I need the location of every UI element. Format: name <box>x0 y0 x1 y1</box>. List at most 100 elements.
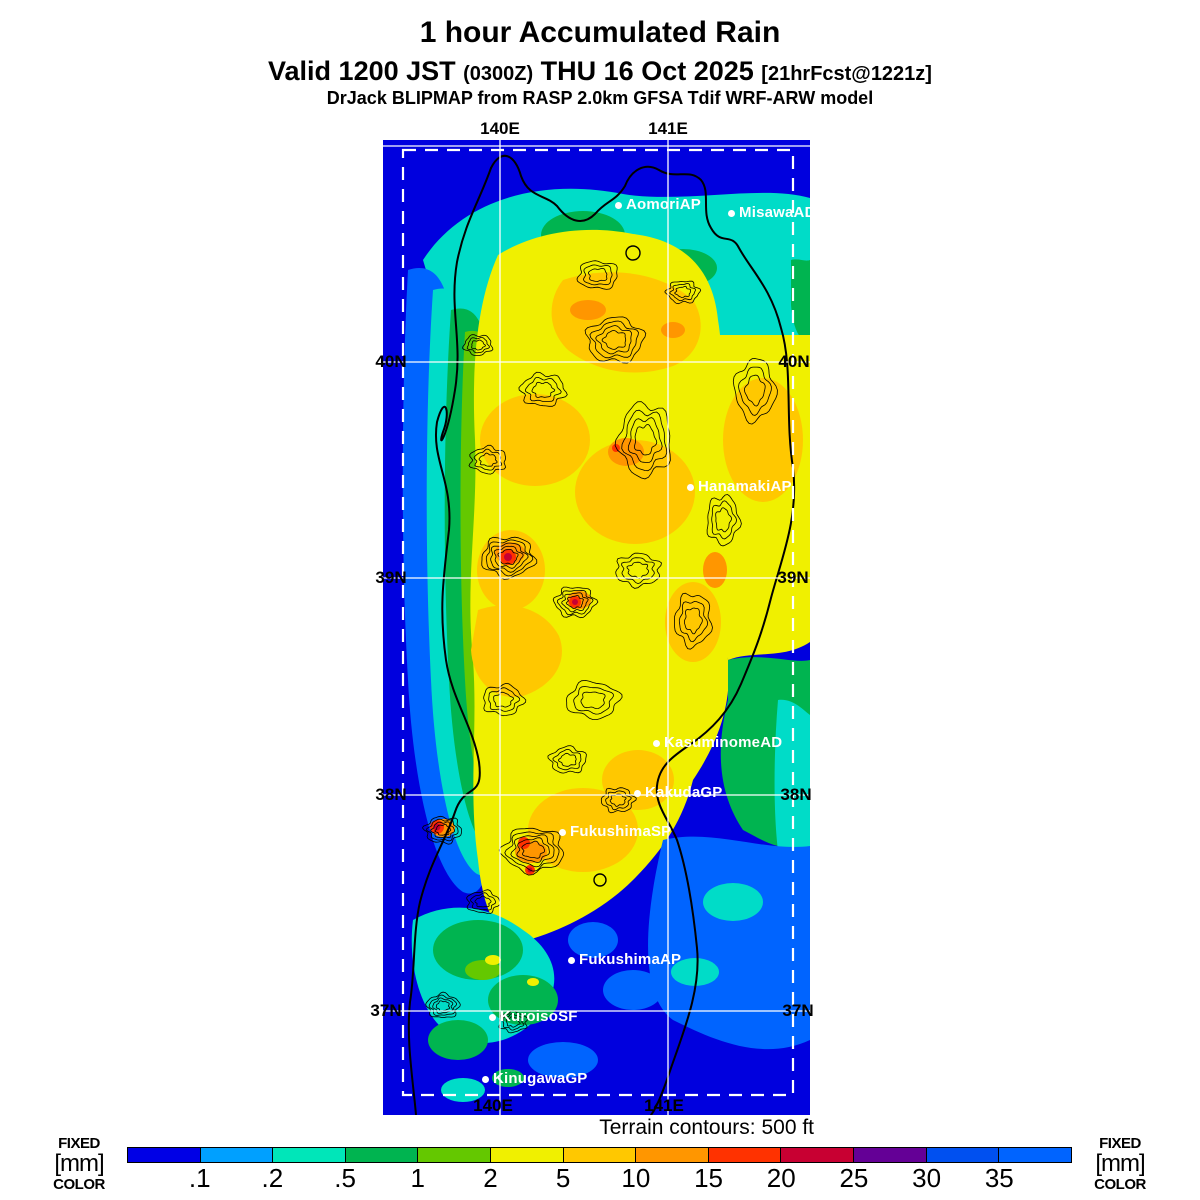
mm-label: [mm] <box>1095 1150 1145 1177</box>
terrain-contour-ring <box>743 374 766 407</box>
terrain-contour-ring <box>471 339 486 351</box>
grid-label-40n: 40N <box>375 352 407 371</box>
terrain-contour-ring <box>627 417 663 464</box>
colorbar-tick: .5 <box>334 1163 356 1193</box>
mm-label: [mm] <box>54 1150 104 1177</box>
terrain-contour-ring <box>466 337 490 354</box>
station-dot <box>634 790 641 797</box>
station-label: FukushimaSP <box>570 823 672 840</box>
station-dot <box>728 210 735 217</box>
colorbar-unit-right: FIXED [mm] COLOR <box>1094 1136 1146 1192</box>
station-dot <box>568 957 575 964</box>
terrain-contour-ring <box>678 600 709 643</box>
grid-label-38n: 38N <box>780 785 812 804</box>
valid-date: THU 16 Oct 2025 <box>533 56 762 86</box>
station-dot <box>687 484 694 491</box>
terrain-contour-ring <box>510 834 555 868</box>
station-label: KakudaGP <box>645 784 723 801</box>
colorbar-tick: 25 <box>839 1163 869 1193</box>
valid-prefix: Valid 1200 JST <box>268 56 464 86</box>
terrain-contour-ring <box>490 542 529 573</box>
graticule <box>383 140 810 1115</box>
terrain-contour-ring <box>502 1013 525 1031</box>
terrain-contour-ring <box>498 827 565 876</box>
grid-label-38n: 38N <box>375 785 407 804</box>
terrain-note: Terrain contours: 500 ft <box>599 1116 814 1139</box>
terrain-contour-ring <box>474 895 492 908</box>
terrain-contour-ring <box>434 823 452 836</box>
station-label: AomoriAP <box>626 196 701 213</box>
terrain-contour-ring <box>462 334 494 356</box>
colorbar-segment <box>200 1148 274 1162</box>
terrain-contour-ring <box>584 316 647 364</box>
colorbar-tick: 30 <box>912 1163 942 1193</box>
grid-label-37n: 37N <box>782 1001 814 1020</box>
terrain-contour-ring <box>493 545 524 569</box>
terrain-contour-ring <box>505 1016 521 1028</box>
terrain-contour-ring <box>426 818 459 842</box>
colorbar-segment <box>708 1148 782 1162</box>
grid-label-140e: 140E <box>480 119 520 138</box>
terrain-contour-ring <box>478 452 498 467</box>
colorbar-tick: 2 <box>483 1163 498 1193</box>
forecast-tag: [21hrFcst@1221z] <box>761 63 932 85</box>
grid-label-39n: 39N <box>777 568 809 587</box>
color-label: COLOR <box>53 1176 105 1193</box>
terrain-contour-ring <box>615 552 662 589</box>
station-dot <box>653 740 660 747</box>
colorbar-segment <box>781 1148 855 1162</box>
terrain-contour-ring <box>683 607 703 635</box>
colorbar-segment <box>345 1148 419 1162</box>
colorbar-segment <box>926 1148 1000 1162</box>
terrain-contour-ring <box>430 821 456 839</box>
colorbar-tick: .1 <box>188 1163 211 1193</box>
station-label: KinugawaGP <box>493 1070 588 1087</box>
terrain-contour-ring <box>561 592 589 613</box>
station-label: KuroisoSF <box>500 1008 578 1025</box>
terrain-contour-ring <box>488 687 521 712</box>
terrain-contour-ring <box>485 539 534 577</box>
terrain-contour-ring <box>516 837 550 863</box>
terrain-contour-ring <box>621 557 655 585</box>
terrain-contour-ring <box>435 1000 451 1012</box>
terrain-contour-ring <box>634 423 658 456</box>
fixed-label: FIXED <box>1099 1135 1141 1152</box>
colorbar-segment <box>563 1148 637 1162</box>
station-label: KasuminomeAD <box>664 734 783 751</box>
colorbar-segment <box>854 1148 927 1162</box>
colorbar-tick: 5 <box>555 1163 571 1193</box>
terrain-contour-ring <box>669 283 697 302</box>
terrain-contour-ring <box>738 366 772 416</box>
terrain-contour-ring <box>470 892 497 911</box>
station-label: MisawaAD <box>739 204 816 221</box>
valid-time-line: Valid 1200 JST (0300Z) THU 16 Oct 2025 [… <box>0 56 1200 87</box>
grid-label-141e: 141E <box>644 1096 684 1115</box>
colorbar-unit-left: FIXED [mm] COLOR <box>53 1136 105 1192</box>
coastline <box>407 154 796 1115</box>
terrain-contour-ring <box>557 752 577 767</box>
terrain-contour-ring <box>521 840 546 859</box>
model-line: DrJack BLIPMAP from RASP 2.0km GFSA Tdif… <box>326 88 874 108</box>
terrain-contour-ring <box>673 592 713 650</box>
station-dot <box>489 1014 496 1021</box>
grid-label-141e: 141E <box>648 119 688 138</box>
terrain-contour-ring <box>664 280 702 305</box>
terrain-contour-ring <box>552 586 599 619</box>
terrain-contour-ring <box>428 994 457 1016</box>
terrain-contour-ring <box>601 329 627 350</box>
terrain-contour-ring <box>425 991 461 1018</box>
terrain-contour-ring <box>573 686 614 715</box>
terrain-contour-ring <box>706 494 742 547</box>
station-dot <box>559 829 566 836</box>
station-dot <box>615 202 622 209</box>
grid-label-140e: 140E <box>473 1096 513 1115</box>
colorbar-segment <box>418 1148 492 1162</box>
terrain-contour-ring <box>432 997 454 1014</box>
terrain-contour-ring <box>566 679 623 720</box>
rain-map <box>383 140 810 1115</box>
terrain-contour-ring <box>531 381 556 398</box>
terrain-contour-ring <box>468 444 507 475</box>
terrain-contour-ring <box>711 500 738 540</box>
color-label: COLOR <box>1094 1176 1146 1193</box>
terrain-contour-ring <box>580 691 606 710</box>
